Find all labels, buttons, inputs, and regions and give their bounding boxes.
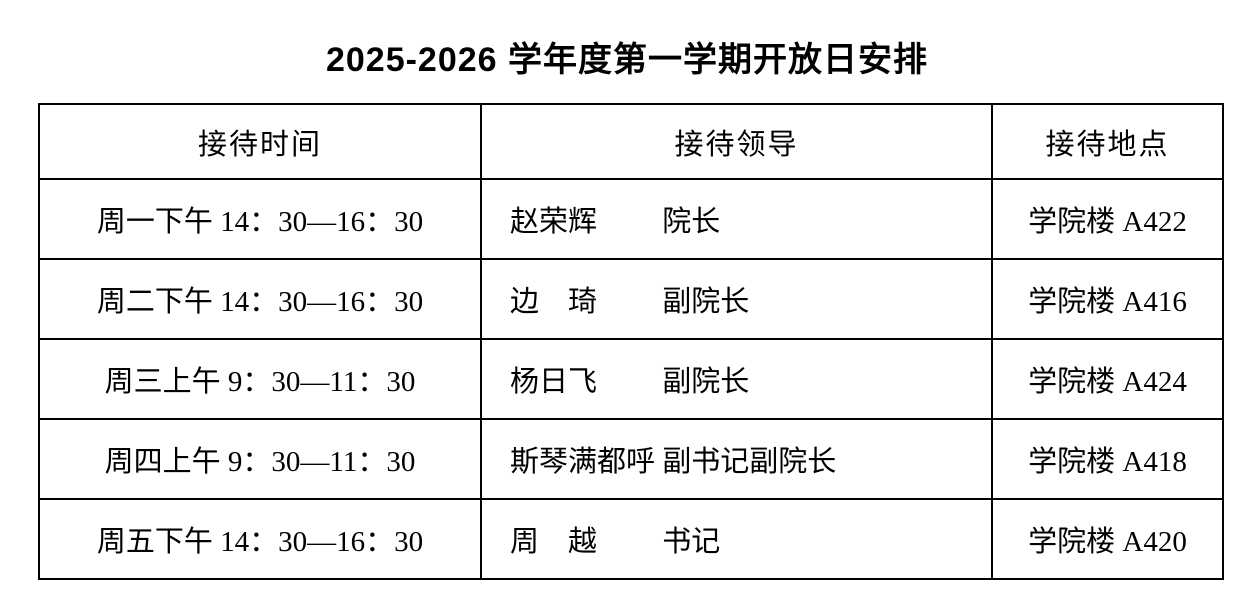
leader-name: 边 琦 — [510, 286, 598, 318]
cell-leader: 斯琴满都呼 副书记副院长 — [480, 418, 993, 500]
leader-name: 赵荣辉 — [510, 206, 598, 238]
cell-time: 周三上午 9：30—11：30 — [38, 338, 482, 420]
header-reception-location: 接待地点 — [991, 103, 1224, 180]
cell-leader: 赵荣辉 院长 — [480, 178, 993, 260]
cell-time: 周五下午 14：30—16：30 — [38, 498, 482, 580]
cell-leader: 周 越 书记 — [480, 498, 993, 580]
cell-location: 学院楼 A418 — [991, 418, 1224, 500]
cell-location: 学院楼 A424 — [991, 338, 1224, 420]
table-header-row: 接待时间 接待领导 接待地点 — [38, 103, 1224, 180]
leader-name: 斯琴满都呼 — [510, 446, 656, 478]
cell-leader: 杨日飞 副院长 — [480, 338, 993, 420]
cell-time: 周一下午 14：30—16：30 — [38, 178, 482, 260]
table-row: 周二下午 14：30—16：30 边 琦 副院长 学院楼 A416 — [38, 258, 1224, 340]
open-day-schedule-table: 接待时间 接待领导 接待地点 周一下午 14：30—16：30 赵荣辉 院长 学… — [38, 103, 1224, 580]
document-page: 2025-2026 学年度第一学期开放日安排 接待时间 接待领导 接待地点 周一… — [0, 40, 1254, 609]
leader-name: 周 越 — [510, 526, 598, 558]
cell-location: 学院楼 A416 — [991, 258, 1224, 340]
header-reception-time: 接待时间 — [38, 103, 482, 180]
table-row: 周五下午 14：30—16：30 周 越 书记 学院楼 A420 — [38, 498, 1224, 580]
cell-leader: 边 琦 副院长 — [480, 258, 993, 340]
cell-time: 周二下午 14：30—16：30 — [38, 258, 482, 340]
table-row: 周三上午 9：30—11：30 杨日飞 副院长 学院楼 A424 — [38, 338, 1224, 420]
leader-title: 书记 — [662, 526, 721, 558]
table-row: 周四上午 9：30—11：30 斯琴满都呼 副书记副院长 学院楼 A418 — [38, 418, 1224, 500]
leader-title: 副院长 — [662, 286, 750, 318]
page-title: 2025-2026 学年度第一学期开放日安排 — [325, 41, 929, 79]
table-row: 周一下午 14：30—16：30 赵荣辉 院长 学院楼 A422 — [38, 178, 1224, 260]
cell-location: 学院楼 A422 — [991, 178, 1224, 260]
leader-title: 院长 — [662, 206, 721, 238]
leader-title: 副书记副院长 — [662, 446, 837, 478]
leader-title: 副院长 — [662, 366, 750, 398]
header-reception-leader: 接待领导 — [480, 103, 993, 180]
leader-name: 杨日飞 — [510, 366, 598, 398]
cell-location: 学院楼 A420 — [991, 498, 1224, 580]
cell-time: 周四上午 9：30—11：30 — [38, 418, 482, 500]
